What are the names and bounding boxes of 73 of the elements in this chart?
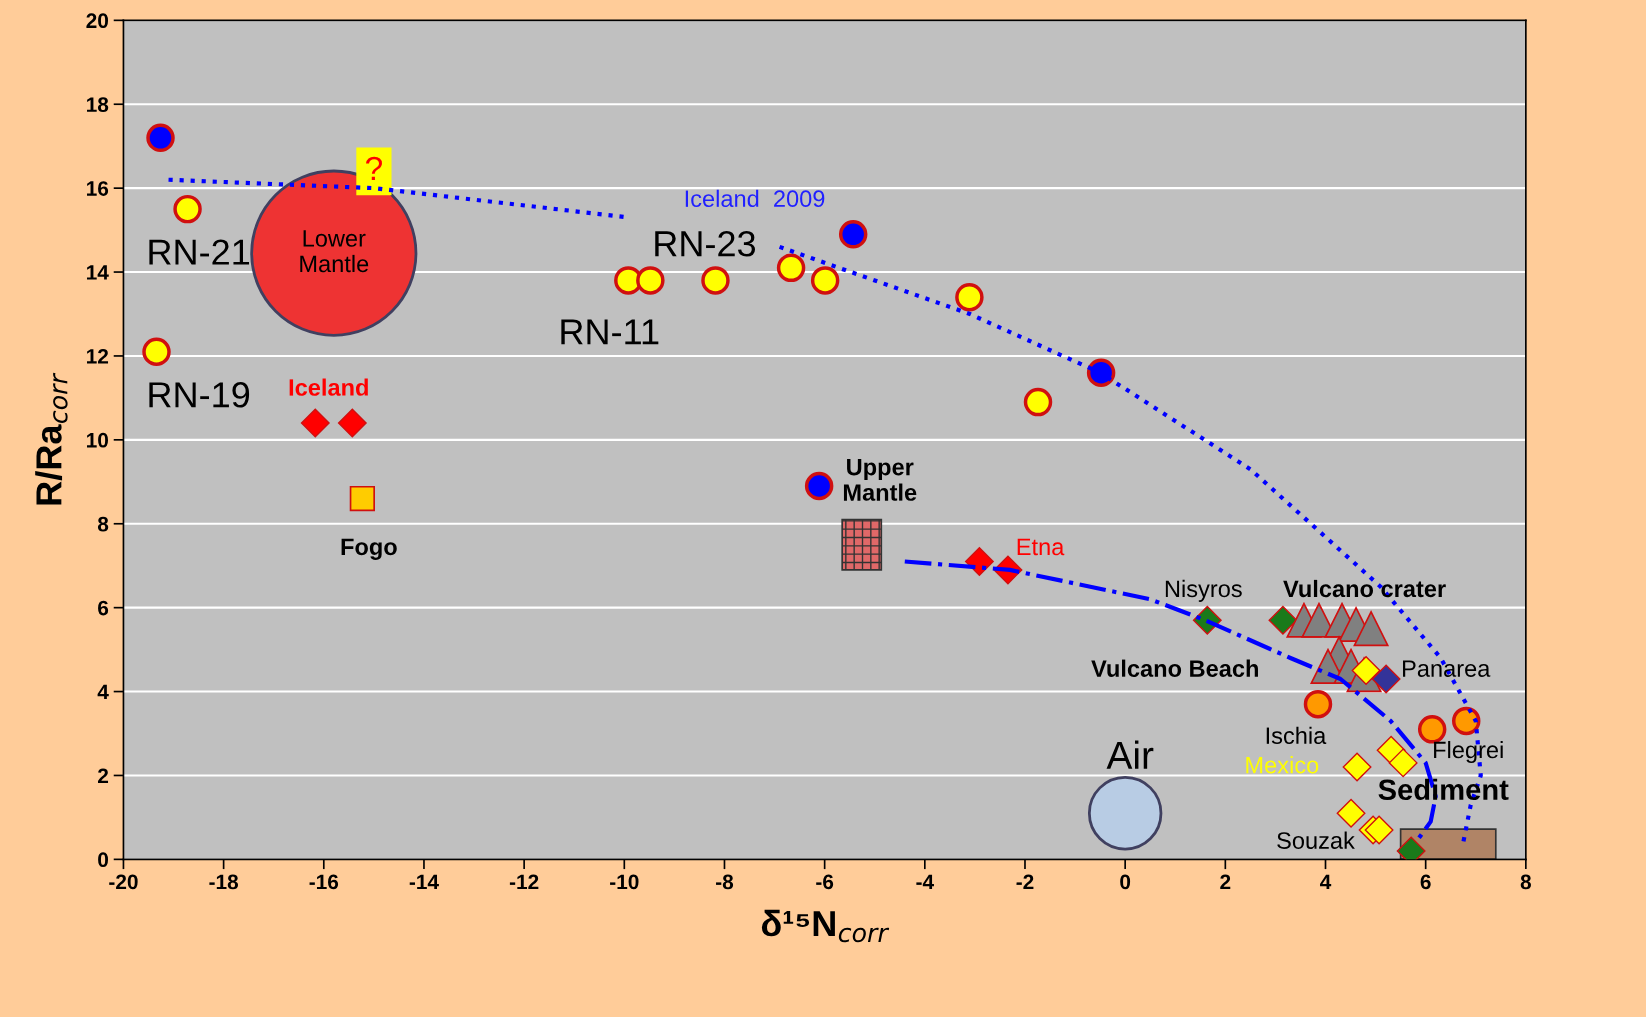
annotation: Lower Mantle bbox=[300, 230, 369, 273]
y-tick-label: 8 bbox=[97, 516, 109, 532]
annotation: Vulcano crater bbox=[1283, 579, 1446, 598]
point bbox=[142, 337, 171, 366]
annotation: Flegrei bbox=[1434, 740, 1503, 763]
annotation: ? bbox=[366, 156, 382, 180]
annotation: Upper Mantle bbox=[843, 458, 917, 501]
annotation: RN-23 bbox=[655, 231, 756, 257]
annotation: Panarea bbox=[1403, 660, 1491, 677]
point bbox=[349, 485, 375, 512]
x-tick-label: 2 bbox=[1220, 874, 1231, 890]
annotation: RN-19 bbox=[149, 382, 250, 408]
annotation: RN-11 bbox=[561, 319, 659, 345]
annotation: Mexico bbox=[1246, 756, 1319, 774]
y-tick-label: 12 bbox=[87, 348, 109, 364]
x-tick-label: -10 bbox=[610, 874, 639, 890]
x-tick-label: -8 bbox=[716, 874, 734, 890]
x-tick-label: -12 bbox=[509, 874, 539, 890]
point bbox=[838, 220, 868, 249]
y-tick-label: 4 bbox=[97, 684, 109, 700]
x-tick-label: -14 bbox=[409, 874, 439, 890]
x-tick-label: 6 bbox=[1420, 874, 1431, 890]
annotation: Nisyros bbox=[1165, 579, 1242, 602]
point bbox=[337, 408, 367, 438]
x-tick-label: -18 bbox=[209, 874, 239, 890]
point bbox=[300, 408, 330, 438]
annotation: RN-21 bbox=[149, 239, 250, 265]
point bbox=[1364, 815, 1394, 845]
y-tick-label: 6 bbox=[98, 600, 109, 616]
point bbox=[1303, 689, 1333, 719]
annotation: Iceland 2009 bbox=[685, 189, 825, 208]
point bbox=[1452, 706, 1481, 736]
annotation: Air bbox=[1106, 740, 1154, 769]
point bbox=[701, 266, 730, 295]
x-tick-label: -20 bbox=[109, 874, 138, 890]
point bbox=[146, 123, 175, 153]
point bbox=[1336, 798, 1366, 828]
y-tick-label: 16 bbox=[87, 181, 109, 196]
annotation: Etna bbox=[1017, 538, 1065, 556]
point bbox=[173, 194, 202, 224]
x-tick-label: 8 bbox=[1520, 874, 1531, 890]
y-axis-title: R/Ra$_{corr}$ bbox=[35, 372, 68, 505]
point bbox=[810, 266, 840, 295]
x-tick-label: 0 bbox=[1120, 874, 1131, 890]
point bbox=[955, 282, 984, 312]
annotation: Souzak bbox=[1277, 831, 1355, 849]
point bbox=[1353, 611, 1389, 647]
y-tick-label: 20 bbox=[86, 13, 109, 29]
point bbox=[1342, 752, 1372, 782]
y-tick-label: 18 bbox=[87, 97, 109, 112]
annotation: Vulcano Beach bbox=[1091, 659, 1258, 677]
x-tick-label: -6 bbox=[816, 874, 834, 890]
point bbox=[1086, 358, 1116, 387]
point bbox=[1371, 664, 1401, 694]
x-axis-title: δ¹⁵N$_{corr}$ bbox=[761, 909, 890, 943]
point bbox=[1023, 387, 1053, 417]
annotation: Ischia bbox=[1266, 726, 1327, 745]
y-tick-label: 10 bbox=[87, 432, 109, 448]
point bbox=[804, 471, 834, 501]
point bbox=[776, 253, 806, 283]
x-tick-label: 4 bbox=[1320, 874, 1332, 890]
y-tick-label: 0 bbox=[98, 852, 109, 868]
x-tick-label: -16 bbox=[309, 874, 339, 890]
y-tick-label: 14 bbox=[87, 265, 109, 280]
point bbox=[636, 266, 665, 295]
annotation: Sediment bbox=[1378, 778, 1509, 801]
annotation: Fogo bbox=[341, 538, 397, 560]
point bbox=[1388, 748, 1418, 778]
x-tick-label: -2 bbox=[1016, 874, 1034, 890]
annotation: Iceland bbox=[289, 378, 368, 396]
point bbox=[1268, 605, 1298, 635]
x-tick-label: -4 bbox=[916, 874, 934, 890]
y-tick-label: 2 bbox=[98, 768, 109, 784]
